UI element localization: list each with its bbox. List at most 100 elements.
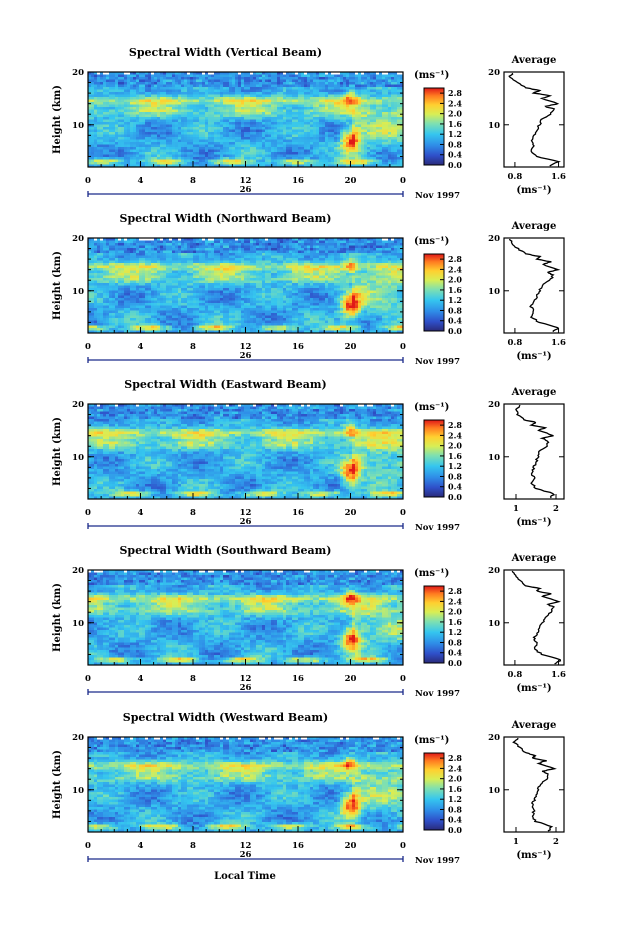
y-tick-label: 20 [72, 566, 84, 576]
colorbar-tick-label: 0.0 [448, 326, 462, 336]
colorbar-tick-label: 2.8 [448, 420, 462, 430]
average-x-tick-label: 2 [553, 837, 559, 847]
x-tick-label: 16 [292, 674, 304, 684]
colorbar-tick-label: 2.0 [448, 109, 462, 119]
colorbar-tick-label: 0.4 [448, 815, 462, 825]
x-tick-label: 0 [85, 176, 91, 186]
x-tick-label: 20 [345, 508, 357, 518]
colorbar-unit: (ms⁻¹) [414, 402, 449, 413]
panel-5: Spectral Width (Westward Beam)2010Height… [52, 711, 564, 866]
colorbar-tick-label: 1.2 [448, 627, 462, 637]
heatmap [88, 72, 403, 167]
colorbar [424, 254, 444, 331]
colorbar-tick-label: 0.8 [448, 804, 462, 814]
x-tick-label: 20 [345, 841, 357, 851]
y-axis-label: Height (km) [52, 750, 63, 819]
average-profile-line [516, 405, 554, 498]
date-label: Nov 1997 [415, 523, 460, 533]
average-y-tick-label: 20 [488, 733, 500, 743]
x-tick-label: 4 [138, 508, 144, 518]
colorbar [424, 420, 444, 497]
average-y-tick-label: 20 [488, 234, 500, 244]
colorbar-tick-label: 0.8 [448, 139, 462, 149]
x-tick-label: 8 [190, 176, 196, 186]
x-tick-label: 4 [138, 342, 144, 352]
date-label: Nov 1997 [415, 191, 460, 201]
average-frame [504, 72, 564, 167]
panel-title: Spectral Width (Southward Beam) [119, 544, 331, 557]
y-axis-label: Height (km) [52, 251, 63, 320]
x-tick-label: 16 [292, 508, 304, 518]
x-tick-label: 16 [292, 176, 304, 186]
colorbar-tick-label: 2.8 [448, 586, 462, 596]
colorbar-tick-label: 1.2 [448, 794, 462, 804]
average-title: Average [511, 55, 557, 66]
colorbar-tick-label: 0.4 [448, 316, 462, 326]
colorbar-tick-label: 2.0 [448, 275, 462, 285]
average-y-tick-label: 10 [488, 287, 500, 297]
panel-3: Spectral Width (Eastward Beam)2010Height… [52, 378, 564, 533]
average-y-tick-label: 20 [488, 400, 500, 410]
colorbar-tick-label: 2.8 [448, 88, 462, 98]
average-x-tick-label: 1 [513, 504, 519, 514]
x-tick-label: 0 [85, 342, 91, 352]
y-tick-label: 20 [72, 733, 84, 743]
average-y-tick-label: 10 [488, 453, 500, 463]
average-title: Average [511, 387, 557, 398]
y-tick-label: 10 [72, 121, 84, 131]
colorbar [424, 88, 444, 165]
y-tick-label: 20 [72, 400, 84, 410]
heatmap [88, 737, 403, 832]
colorbar-tick-label: 1.6 [448, 617, 462, 627]
y-tick-label: 20 [72, 234, 84, 244]
date-label: Nov 1997 [415, 689, 460, 699]
average-y-tick-label: 10 [488, 786, 500, 796]
date-label: Nov 1997 [415, 357, 460, 367]
average-title: Average [511, 553, 557, 564]
y-tick-label: 20 [72, 68, 84, 78]
average-x-tick-label: 0.8 [508, 338, 523, 348]
colorbar-tick-label: 0.4 [448, 150, 462, 160]
colorbar-unit: (ms⁻¹) [414, 236, 449, 247]
x-tick-label: 16 [292, 841, 304, 851]
average-profile-line [510, 239, 559, 332]
average-unit: (ms⁻¹) [516, 351, 551, 362]
colorbar-tick-label: 2.4 [448, 264, 462, 274]
day-label: 26 [240, 850, 252, 860]
colorbar-tick-label: 0.0 [448, 160, 462, 170]
heatmap [88, 570, 403, 665]
average-frame [504, 737, 564, 832]
y-tick-label: 10 [72, 453, 84, 463]
x-tick-label: 20 [345, 176, 357, 186]
x-tick-label: 8 [190, 342, 196, 352]
colorbar-tick-label: 1.6 [448, 784, 462, 794]
day-label: 26 [240, 517, 252, 527]
colorbar-tick-label: 0.0 [448, 492, 462, 502]
average-title: Average [511, 720, 557, 731]
average-x-tick-label: 0.8 [508, 670, 523, 680]
average-y-tick-label: 10 [488, 121, 500, 131]
colorbar-tick-label: 2.0 [448, 441, 462, 451]
x-tick-label: 20 [345, 674, 357, 684]
x-tick-label: 0 [400, 508, 406, 518]
average-unit: (ms⁻¹) [516, 850, 551, 861]
colorbar-tick-label: 0.4 [448, 648, 462, 658]
y-tick-label: 10 [72, 619, 84, 629]
average-x-tick-label: 1.6 [551, 670, 566, 680]
colorbar-tick-label: 1.6 [448, 451, 462, 461]
panel-title: Spectral Width (Northward Beam) [120, 212, 332, 225]
colorbar-unit: (ms⁻¹) [414, 568, 449, 579]
x-tick-label: 20 [345, 342, 357, 352]
average-x-tick-label: 1 [513, 837, 519, 847]
colorbar-tick-label: 1.6 [448, 119, 462, 129]
average-unit: (ms⁻¹) [516, 683, 551, 694]
colorbar [424, 753, 444, 830]
colorbar-unit: (ms⁻¹) [414, 70, 449, 81]
heatmap [88, 404, 403, 499]
x-tick-label: 4 [138, 841, 144, 851]
x-tick-label: 0 [85, 508, 91, 518]
panel-4: Spectral Width (Southward Beam)2010Heigh… [52, 544, 566, 699]
average-x-tick-label: 0.8 [508, 172, 523, 182]
average-y-tick-label: 10 [488, 619, 500, 629]
